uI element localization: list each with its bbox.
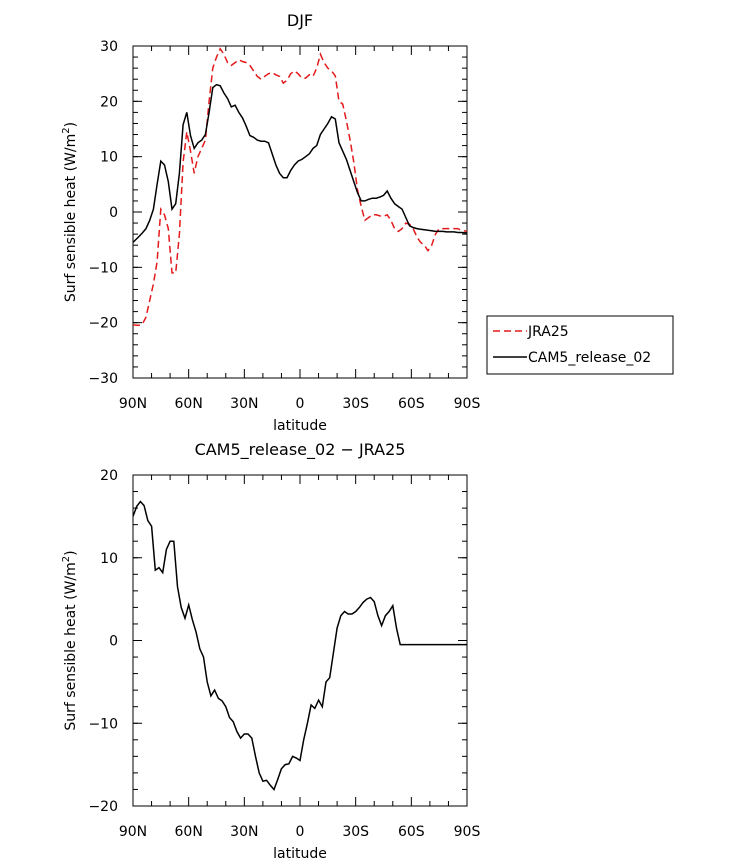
x-tick-label: 90N <box>119 824 147 840</box>
y-tick-label: 20 <box>100 94 118 110</box>
y-tick-label: 20 <box>100 468 118 484</box>
x-tick-label: 60N <box>175 396 203 412</box>
x-tick-label: 90S <box>454 396 481 412</box>
y-axis-label-main: Surf sensible heat (W/m <box>63 134 79 302</box>
x-tick-label: 0 <box>296 396 305 412</box>
y-axis-label-close: ) <box>63 550 79 555</box>
y-tick-label: −10 <box>88 260 118 276</box>
x-tick-label: 90N <box>119 396 147 412</box>
x-tick-label: 60S <box>398 824 425 840</box>
y-tick-label: −30 <box>88 371 118 387</box>
x-tick-label: 0 <box>296 824 305 840</box>
series-line-cam5-release-02-jra25 <box>133 500 467 791</box>
legend-label-2: CAM5_release_02 <box>528 350 651 366</box>
y-axis-label: Surf sensible heat (W/m2) <box>61 550 79 730</box>
y-tick-label: 30 <box>100 39 118 55</box>
y-tick-label: −20 <box>88 316 118 332</box>
chart-panel-1: DJF 90N 60N 30N 0 30S 60S 90S −30 −20 −10 0 10 20 30 la… <box>61 11 674 434</box>
x-tick-label: 90S <box>454 824 481 840</box>
y-tick-label: −10 <box>88 716 118 732</box>
x-tick-label: 30S <box>342 396 369 412</box>
y-axis-label-sup: 2 <box>61 556 72 562</box>
y-axis-label-main: Surf sensible heat (W/m <box>63 562 79 730</box>
y-axis-label-sup: 2 <box>61 127 72 133</box>
x-axis-label: latitude <box>273 418 327 434</box>
legend-box <box>486 315 674 375</box>
x-tick-label: 60N <box>175 824 203 840</box>
chart-panel-2: CAM5_release_02 − JRA25 90N 60N 30N 0 30S 60S 9… <box>61 440 480 862</box>
chart-title: DJF <box>287 11 313 30</box>
x-tick-label: 30S <box>342 824 369 840</box>
series-line-jra25 <box>133 47 467 327</box>
legend: JRA25 CAM5_release_02 <box>486 315 674 375</box>
y-tick-label: −20 <box>88 799 118 815</box>
y-axis-label-close: ) <box>63 122 79 127</box>
y-axis-label: Surf sensible heat (W/m2) <box>61 122 79 302</box>
y-tick-label: 0 <box>109 634 118 650</box>
x-tick-label: 30N <box>230 396 258 412</box>
legend-label-1: JRA25 <box>527 324 569 340</box>
x-axis-label: latitude <box>273 846 327 862</box>
x-tick-label: 60S <box>398 396 425 412</box>
y-tick-label: 10 <box>100 551 118 567</box>
series-line-cam5-release-02 <box>133 83 467 243</box>
plot-frame <box>132 45 468 379</box>
y-tick-label: 10 <box>100 150 118 166</box>
chart-title: CAM5_release_02 − JRA25 <box>195 440 406 460</box>
y-tick-label: 0 <box>109 205 118 221</box>
x-tick-label: 30N <box>230 824 258 840</box>
